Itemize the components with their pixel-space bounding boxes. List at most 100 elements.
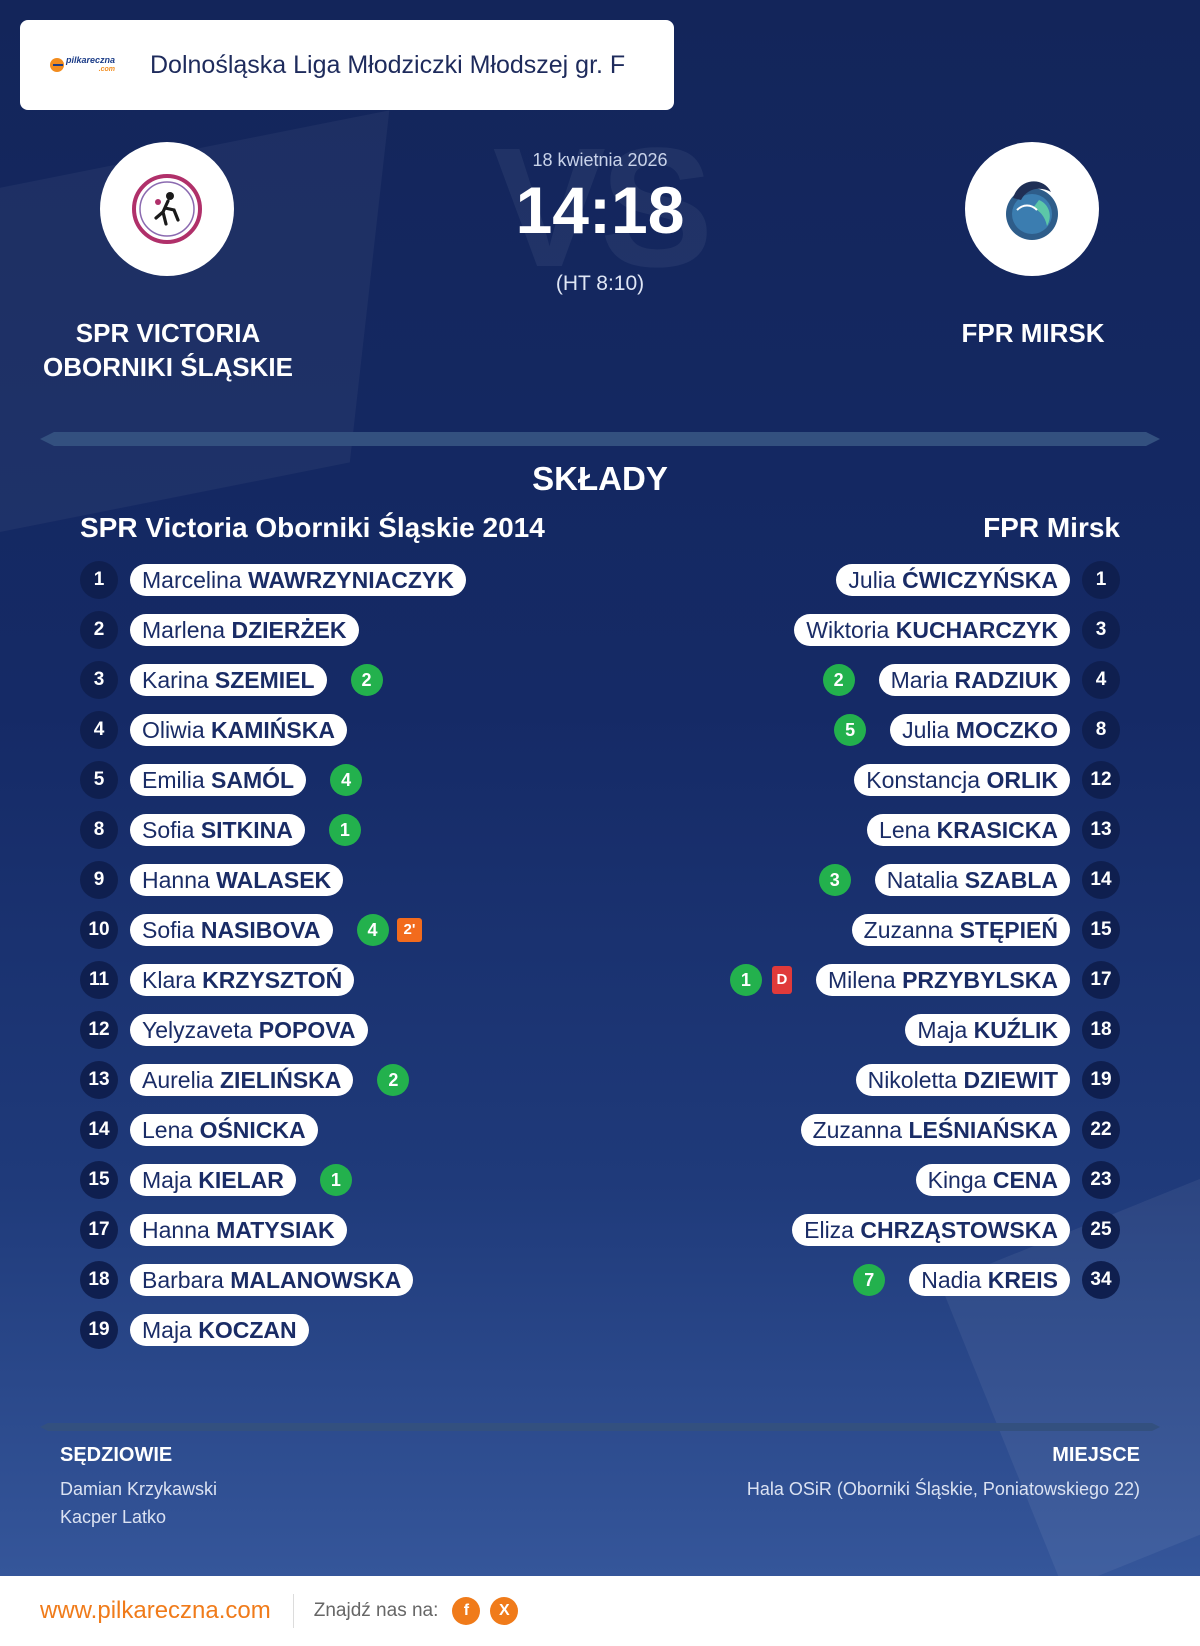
player-last-name: SZABLA [964,867,1058,893]
player-last-name: KRZYSZTOŃ [202,967,343,993]
player-stats: 2 [822,664,855,696]
goals-badge: 2 [377,1064,410,1096]
goals-badge: 1 [319,1164,352,1196]
jersey-number: 23 [1082,1161,1120,1199]
player-first-name: Marlena [142,617,226,643]
home-roster-title: SPR Victoria Oborniki Śląskie 2014 [80,512,545,543]
jersey-number: 8 [80,811,118,849]
player-first-name: Nadia [921,1267,982,1293]
player-name: Karina SZEMIEL [130,664,327,696]
venue-title: MIEJSCE [1052,1444,1140,1466]
player-row: 23 Kinga CENA [560,1155,1120,1205]
victoria-crest-icon [132,174,202,244]
jersey-number: 9 [80,861,118,899]
divider [40,1423,1160,1431]
player-row: 5 Emilia SAMÓL 4 [80,755,640,805]
player-first-name: Maja [142,1167,192,1193]
player-first-name: Lena [879,817,931,843]
jersey-number: 3 [1082,611,1120,649]
player-row: 18 Barbara MALANOWSKA [80,1255,640,1305]
jersey-number: 12 [80,1011,118,1049]
player-name: Lena KRASICKA [867,814,1070,846]
player-name: Julia ĆWICZYŃSKA [836,564,1070,596]
player-name: Kinga CENA [915,1164,1070,1196]
player-last-name: KREIS [987,1267,1058,1293]
jersey-number: 4 [80,711,118,749]
player-row: 1 Marcelina WAWRZYNIACZYK [80,555,640,605]
player-first-name: Kinga [927,1167,987,1193]
player-first-name: Zuzanna [812,1117,903,1143]
player-last-name: MOCZKO [955,717,1058,743]
player-row: 8 Julia MOCZKO 5 [560,705,1120,755]
player-row: 10 Sofia NASIBOVA 4 2' [80,905,640,955]
player-row: 2 Marlena DZIERŻEK [80,605,640,655]
player-row: 19 Maja KOCZAN [80,1305,640,1355]
goals-badge: 1 [729,964,762,996]
player-name: Marcelina WAWRZYNIACZYK [130,564,466,596]
referees-block: SĘDZIOWIE Damian Krzykawski Kacper Latko [60,1444,217,1531]
home-team-name-line2: OBORNIKI ŚLĄSKIE [43,352,293,382]
player-first-name: Natalia [886,867,959,893]
player-first-name: Klara [142,967,196,993]
referee-name: Damian Krzykawski [60,1479,218,1499]
jersey-number: 18 [1082,1011,1120,1049]
player-stats: 3 [818,864,851,896]
jersey-number: 17 [80,1211,118,1249]
referee-name: Kacper Latko [60,1507,167,1527]
player-first-name: Hanna [142,867,210,893]
player-row: 11 Klara KRZYSZTOŃ [80,955,640,1005]
player-first-name: Konstancja [866,767,981,793]
player-stats: 1 [319,1164,352,1196]
player-stats: 2 [350,664,383,696]
player-last-name: KRASICKA [936,817,1058,843]
jersey-number: 2 [80,611,118,649]
player-row: 3 Wiktoria KUCHARCZYK [560,605,1120,655]
player-last-name: CENA [992,1167,1058,1193]
player-name: Aurelia ZIELIŃSKA [130,1064,354,1096]
player-name: Sofia SITKINA [130,814,305,846]
vs-watermark: VS [492,113,714,303]
player-row: 18 Maja KUŹLIK [560,1005,1120,1055]
player-last-name: POPOVA [258,1017,356,1043]
site-link[interactable]: www.pilkareczna.com [40,1597,271,1624]
player-name: Sofia NASIBOVA [130,914,333,946]
venue-text: Hala OSiR (Oborniki Śląskie, Poniatowski… [746,1479,1140,1499]
player-name: Yelyzaveta POPOVA [130,1014,368,1046]
goals-badge: 5 [834,714,867,746]
player-row: 13 Aurelia ZIELIŃSKA 2 [80,1055,640,1105]
player-last-name: ĆWICZYŃSKA [902,567,1058,593]
player-name: Hanna WALASEK [130,864,344,896]
player-last-name: KUCHARCZYK [895,617,1058,643]
player-row: 12 Konstancja ORLIK [560,755,1120,805]
jersey-number: 15 [1082,911,1120,949]
player-name: Marlena DZIERŻEK [130,614,359,646]
player-name: Maja KOCZAN [130,1314,309,1346]
league-banner: pilkareczna .com Dolnośląska Liga Młodzic… [20,20,674,110]
player-name: Nadia KREIS [909,1264,1070,1296]
player-first-name: Wiktoria [806,617,890,643]
facebook-icon[interactable]: f [452,1597,481,1625]
away-roster-title: FPR Mirsk [983,512,1120,543]
x-icon[interactable]: X [490,1597,519,1625]
player-name: Barbara MALANOWSKA [130,1264,414,1296]
player-name: Milena PRZYBYLSKA [815,964,1070,996]
jersey-number: 5 [80,761,118,799]
player-last-name: OŚNICKA [199,1117,306,1143]
jersey-number: 3 [80,661,118,699]
jersey-number: 17 [1082,961,1120,999]
find-us-label: Znajdź nas na: [313,1600,439,1621]
player-row: 15 Maja KIELAR 1 [80,1155,640,1205]
player-row: 14 Lena OŚNICKA [80,1105,640,1155]
player-name: Nikoletta DZIEWIT [855,1064,1070,1096]
player-stats: 4 2' [356,914,423,946]
jersey-number: 1 [80,561,118,599]
player-stats: 7 [853,1264,886,1296]
final-score: 14:18 [515,173,685,247]
home-team-name: SPR VICTORIA OBORNIKI ŚLĄSKIE [8,316,328,384]
player-first-name: Sofia [142,917,195,943]
player-name: Maja KIELAR [130,1164,296,1196]
player-first-name: Milena [827,967,896,993]
referees-title: SĘDZIOWIE [60,1444,173,1466]
player-name: Klara KRZYSZTOŃ [130,964,355,996]
player-first-name: Yelyzaveta [142,1017,253,1043]
